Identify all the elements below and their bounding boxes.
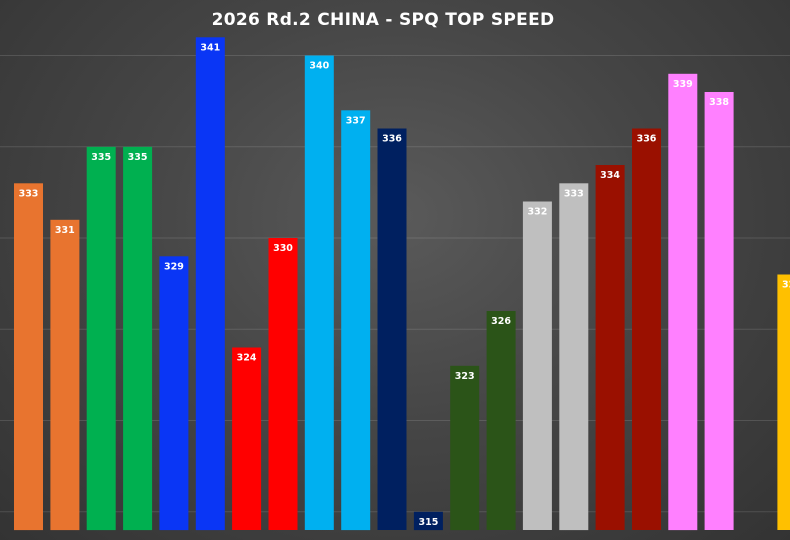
- bar-value-label: 330: [273, 243, 293, 254]
- bar: [413, 511, 443, 531]
- bar-value-label: 332: [527, 207, 547, 218]
- bar: [668, 73, 698, 531]
- bar-value-label: 323: [455, 371, 475, 382]
- bar: [632, 128, 661, 530]
- bar-value-label: 340: [309, 61, 329, 72]
- bar: [123, 146, 153, 531]
- bar-value-label: 333: [564, 188, 584, 199]
- bar-value-label: 337: [346, 115, 366, 126]
- bar-value-label: 328: [782, 280, 790, 291]
- bar: [159, 256, 189, 531]
- bar-value-label: 315: [418, 517, 438, 528]
- bar-value-label: 326: [491, 316, 511, 327]
- bar-value-label: 336: [637, 134, 657, 145]
- bar: [450, 365, 480, 531]
- bar: [377, 128, 407, 530]
- bar-value-label: 339: [673, 79, 693, 90]
- bar-value-label: 341: [200, 42, 220, 53]
- bar-value-label: 338: [709, 97, 729, 108]
- bar: [777, 274, 790, 530]
- bar: [232, 347, 262, 530]
- bar-value-label: 324: [237, 353, 257, 364]
- data-labels: 333 331 335 335 329 341 324 330 340 337 336 315 323 3…: [19, 42, 790, 528]
- bar-value-label: 331: [55, 225, 75, 236]
- bar-value-label: 335: [91, 152, 111, 163]
- bar: [268, 238, 298, 530]
- bar: [486, 311, 516, 530]
- chart-title: 2026 Rd.2 CHINA - SPQ TOP SPEED: [211, 10, 555, 30]
- bar: [704, 92, 734, 530]
- bar-value-label: 335: [128, 152, 148, 163]
- bar-value-label: 334: [600, 170, 620, 181]
- bar-value-label: 333: [19, 188, 39, 199]
- bar: [14, 183, 43, 531]
- bar: [195, 37, 225, 531]
- bar: [50, 219, 80, 531]
- bar: [341, 110, 371, 531]
- bar: [559, 183, 589, 531]
- bar-value-label: 336: [382, 134, 402, 145]
- bar-value-label: 329: [164, 261, 184, 272]
- bars: [14, 37, 790, 531]
- bar: [86, 146, 116, 531]
- bar: [304, 55, 334, 530]
- bar: [595, 165, 625, 530]
- bar: [522, 201, 552, 530]
